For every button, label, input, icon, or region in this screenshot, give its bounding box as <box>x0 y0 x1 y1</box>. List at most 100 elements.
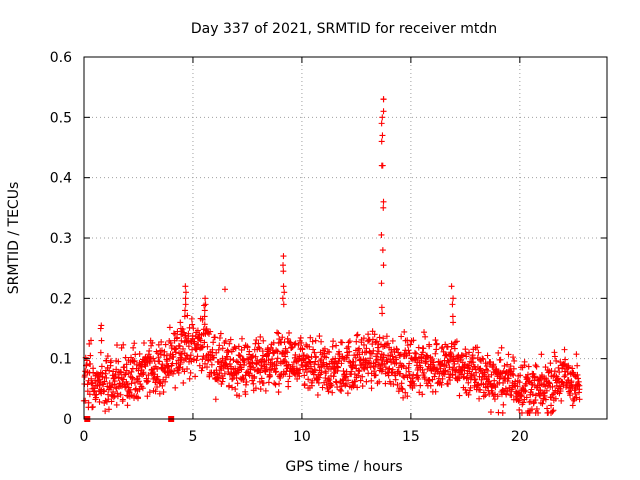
data-point <box>374 344 381 351</box>
data-point <box>421 329 428 336</box>
data-point <box>232 386 239 393</box>
data-point <box>305 376 312 383</box>
data-point <box>162 341 169 348</box>
data-point <box>203 364 210 371</box>
data-point <box>295 370 302 377</box>
data-point <box>371 331 378 338</box>
data-point <box>426 377 433 384</box>
data-point <box>474 382 481 389</box>
data-point <box>415 375 422 382</box>
data-point <box>356 351 363 358</box>
data-point <box>234 380 241 387</box>
data-point <box>517 372 524 379</box>
data-point <box>280 301 287 308</box>
data-point <box>354 331 361 338</box>
data-point <box>231 344 238 351</box>
data-point <box>262 387 269 394</box>
data-point <box>445 381 452 388</box>
y-tick-label: 0.2 <box>50 291 72 307</box>
data-point <box>563 380 570 387</box>
data-point <box>359 383 366 390</box>
data-point <box>242 391 249 398</box>
data-point <box>288 344 295 351</box>
data-point <box>403 351 410 358</box>
data-point <box>557 359 564 366</box>
data-point <box>93 391 100 398</box>
data-point <box>182 283 189 290</box>
data-point <box>114 390 121 397</box>
data-point <box>142 363 149 370</box>
data-point <box>166 367 173 374</box>
data-point <box>261 357 268 364</box>
data-point <box>306 343 313 350</box>
data-point <box>110 388 117 395</box>
data-point <box>323 354 330 361</box>
data-point <box>219 345 226 352</box>
data-point <box>380 96 387 103</box>
data-point <box>500 401 507 408</box>
data-point <box>199 364 206 371</box>
data-point <box>546 380 553 387</box>
data-point <box>118 369 125 376</box>
data-point <box>286 373 293 380</box>
data-point <box>203 325 210 332</box>
data-point <box>108 398 115 405</box>
data-point <box>240 377 247 384</box>
data-point <box>204 343 211 350</box>
data-point <box>509 370 516 377</box>
data-point <box>87 360 94 367</box>
data-point <box>365 331 372 338</box>
data-point <box>296 373 303 380</box>
data-point <box>113 401 120 408</box>
grid <box>84 57 607 419</box>
data-point <box>350 383 357 390</box>
data-point <box>380 204 387 211</box>
data-point <box>201 360 208 367</box>
data-point <box>299 346 306 353</box>
data-point <box>501 362 508 369</box>
data-point <box>523 394 530 401</box>
data-point <box>102 408 109 415</box>
data-point <box>216 342 223 349</box>
data-point <box>146 347 153 354</box>
data-point <box>86 391 93 398</box>
data-point <box>282 353 289 360</box>
data-point <box>213 349 220 356</box>
data-point <box>128 380 135 387</box>
data-point <box>335 364 342 371</box>
data-point <box>369 336 376 343</box>
y-tick-label: 0.5 <box>50 110 72 126</box>
data-point <box>325 388 332 395</box>
data-point <box>433 340 440 347</box>
data-point <box>242 381 249 388</box>
data-point <box>575 378 582 385</box>
data-point <box>329 343 336 350</box>
data-point <box>297 334 304 341</box>
data-point <box>401 328 408 335</box>
data-point <box>492 384 499 391</box>
data-point <box>159 382 166 389</box>
data-point <box>257 369 264 376</box>
data-point <box>194 353 201 360</box>
data-point <box>524 371 531 378</box>
data-point <box>344 352 351 359</box>
data-point <box>475 349 482 356</box>
data-point <box>162 378 169 385</box>
data-point <box>250 352 256 359</box>
data-point <box>507 363 514 370</box>
data-point <box>284 335 291 342</box>
data-point <box>532 397 539 404</box>
data-point <box>253 337 260 344</box>
data-point <box>405 368 412 375</box>
data-point <box>378 362 385 369</box>
data-point <box>211 334 218 341</box>
data-point <box>345 339 352 346</box>
data-point <box>356 368 363 375</box>
data-point <box>279 295 286 302</box>
data-point <box>386 365 393 372</box>
data-point <box>422 333 429 340</box>
data-point <box>252 353 259 360</box>
data-point <box>212 396 219 403</box>
data-point <box>221 370 228 377</box>
